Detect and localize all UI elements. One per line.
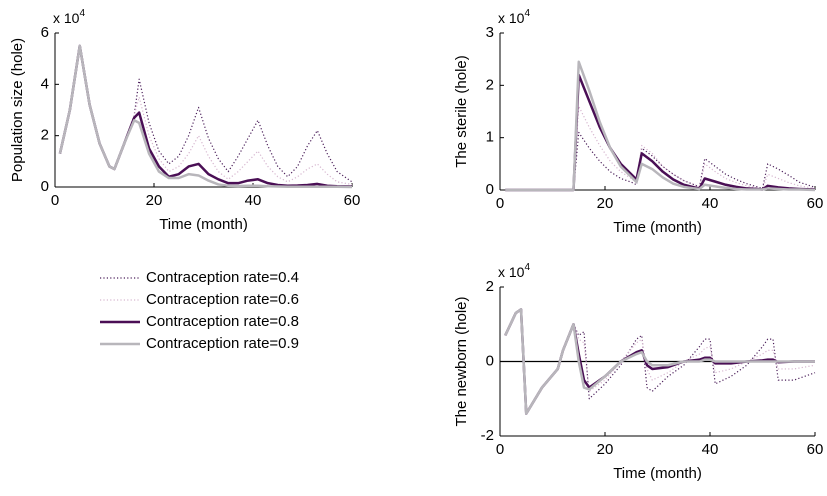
x-tick-label: 0 xyxy=(51,192,59,209)
scale-exponent: 4 xyxy=(79,8,85,19)
x-tick-label: 40 xyxy=(702,441,719,458)
y-axis-label: The newborn (hole) xyxy=(453,296,470,426)
legend-label: Contraception rate=0.9 xyxy=(146,335,299,352)
x-tick-label: 20 xyxy=(597,441,614,458)
y-tick-label: 3 xyxy=(486,24,494,41)
scale-base: x 10 xyxy=(498,264,525,280)
x-tick-label: 0 xyxy=(496,195,504,212)
series-line xyxy=(58,44,353,189)
x-axis-label: Time (month) xyxy=(613,219,702,236)
scale-factor: x 104 xyxy=(498,262,530,280)
x-axis-label: Time (month) xyxy=(159,216,248,233)
y-tick-label: 4 xyxy=(41,75,49,92)
scale-base: x 10 xyxy=(498,10,525,26)
scale-exponent: 4 xyxy=(524,262,530,273)
series-line xyxy=(505,73,816,192)
y-tick-label: 1 xyxy=(486,129,494,146)
series-line xyxy=(505,131,816,191)
y-tick-label: 2 xyxy=(486,76,494,93)
y-tick-label: 0 xyxy=(486,352,494,369)
series-line xyxy=(504,308,815,415)
y-tick-label: 2 xyxy=(486,278,494,295)
x-tick-label: 20 xyxy=(597,195,614,212)
scale-factor: x 104 xyxy=(53,8,85,26)
x-tick-label: 0 xyxy=(496,441,504,458)
scale-base: x 10 xyxy=(53,10,80,26)
y-axis-label: Population size (hole) xyxy=(9,38,26,182)
scale-exponent: 4 xyxy=(524,8,530,19)
series-line xyxy=(505,60,816,192)
legend-label: Contraception rate=0.8 xyxy=(146,313,299,330)
y-tick-label: 2 xyxy=(41,127,49,144)
y-tick-label: 6 xyxy=(41,24,49,41)
x-tick-label: 60 xyxy=(807,195,824,212)
series-line xyxy=(58,44,353,188)
y-tick-label: 0 xyxy=(486,181,494,198)
legend-label: Contraception rate=0.4 xyxy=(146,269,299,286)
series-line xyxy=(505,105,816,191)
x-tick-label: 60 xyxy=(344,192,361,209)
series-line xyxy=(59,45,353,186)
x-tick-label: 20 xyxy=(146,192,163,209)
y-tick-label: 0 xyxy=(41,178,49,195)
x-tick-label: 40 xyxy=(245,192,262,209)
scale-factor: x 104 xyxy=(498,8,530,26)
series-line xyxy=(59,45,353,183)
x-tick-label: 60 xyxy=(807,441,824,458)
x-axis-label: Time (month) xyxy=(613,465,702,482)
y-tick-label: -2 xyxy=(481,427,494,444)
y-axis-label: The sterile (hole) xyxy=(453,55,470,168)
x-tick-label: 40 xyxy=(702,195,719,212)
legend-label: Contraception rate=0.6 xyxy=(146,291,299,308)
